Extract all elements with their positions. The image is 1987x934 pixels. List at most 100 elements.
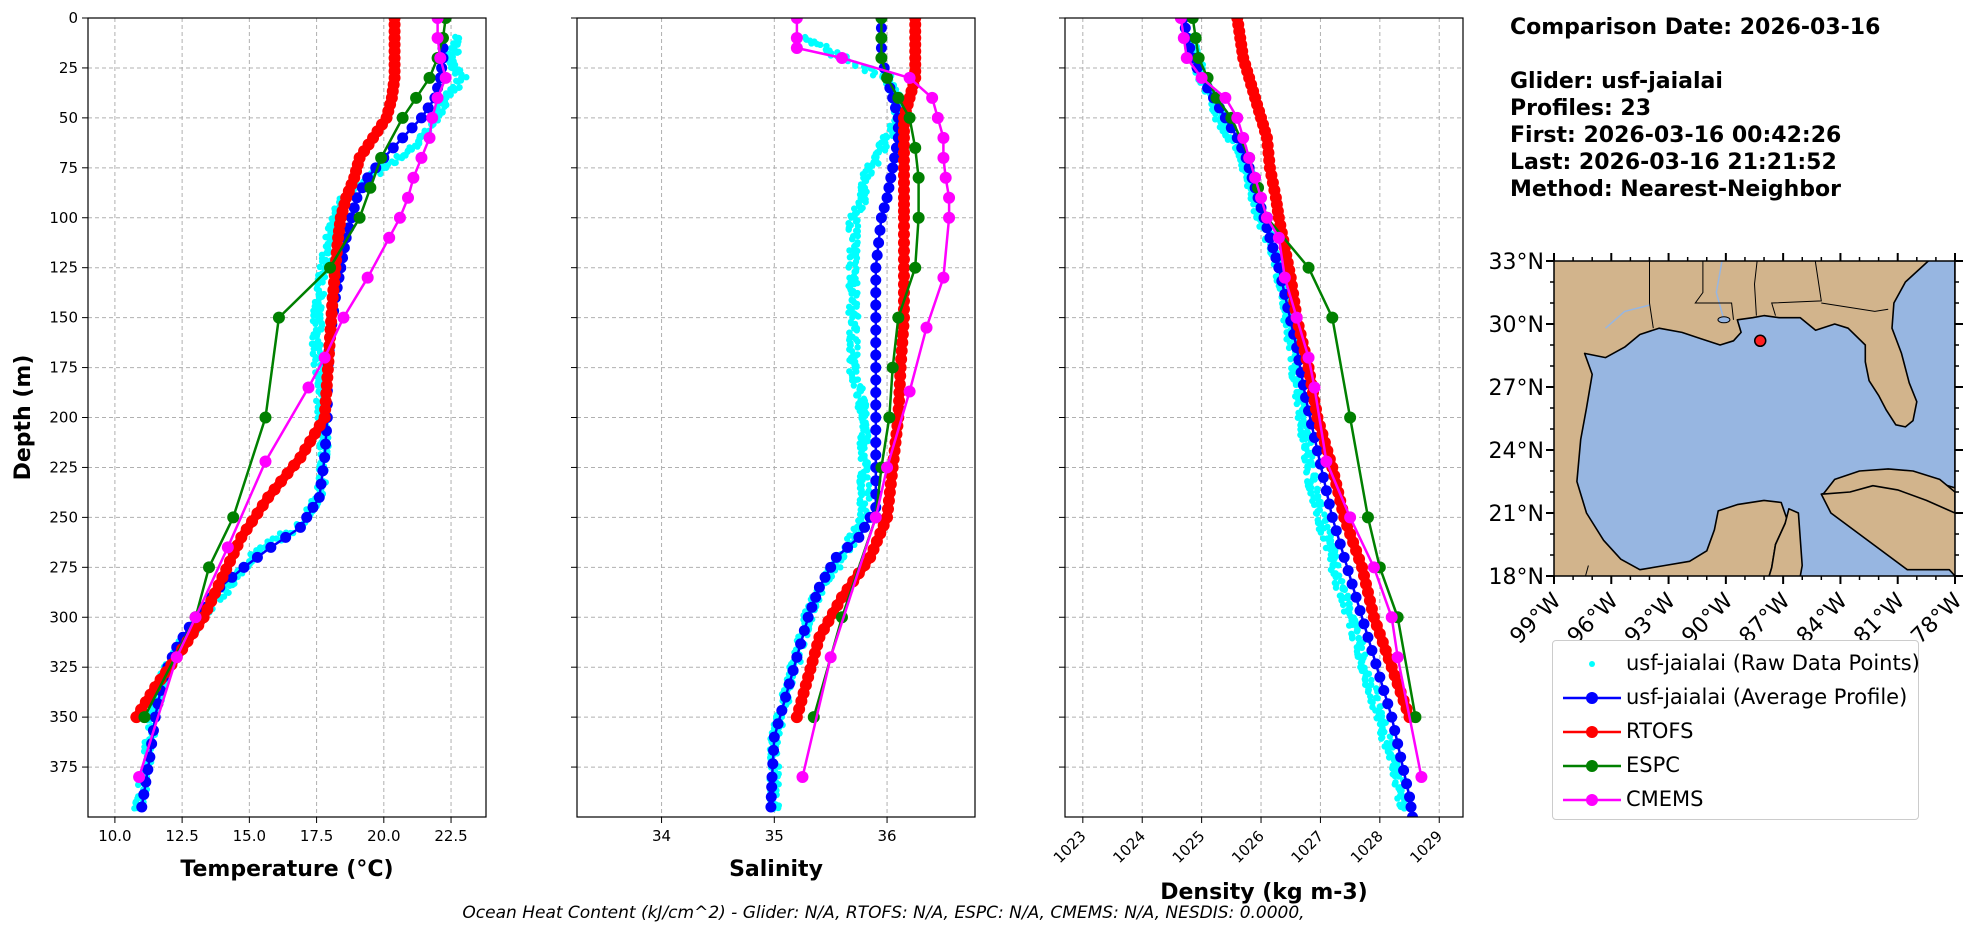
data-point-usf-jaialai-average-profile bbox=[772, 718, 784, 730]
data-point-usf-jaialai-average-profile bbox=[1362, 631, 1374, 643]
data-point-usf-jaialai-raw-data-points bbox=[1385, 754, 1393, 761]
data-point-usf-jaialai-raw-data-points bbox=[392, 159, 399, 166]
data-point-espc bbox=[203, 561, 216, 574]
x-tick-label: 1023 bbox=[1050, 827, 1090, 867]
y-tick-label: 50 bbox=[59, 109, 78, 127]
data-point-usf-jaialai-raw-data-points bbox=[1361, 675, 1369, 683]
data-point-usf-jaialai-average-profile bbox=[422, 102, 434, 114]
data-point-usf-jaialai-raw-data-points bbox=[1372, 707, 1379, 714]
data-point-usf-jaialai-raw-data-points bbox=[850, 382, 858, 389]
data-point-rtofs bbox=[897, 236, 910, 249]
data-point-usf-jaialai-average-profile bbox=[874, 224, 886, 236]
data-point-cmems bbox=[943, 191, 956, 204]
data-point-usf-jaialai-average-profile bbox=[1261, 222, 1273, 234]
data-point-usf-jaialai-raw-data-points bbox=[1339, 585, 1346, 593]
data-point-cmems bbox=[869, 511, 882, 524]
data-point-usf-jaialai-raw-data-points bbox=[852, 62, 859, 70]
data-point-cmems bbox=[402, 191, 415, 204]
data-point-usf-jaialai-raw-data-points bbox=[855, 200, 863, 208]
data-point-usf-jaialai-average-profile bbox=[387, 142, 399, 154]
legend-marker-raw bbox=[1589, 661, 1595, 667]
lat-label: 27°N bbox=[1489, 376, 1544, 401]
series-group bbox=[765, 18, 956, 813]
data-point-espc bbox=[875, 18, 888, 24]
data-point-usf-jaialai-raw-data-points bbox=[1338, 578, 1346, 585]
data-point-cmems bbox=[903, 385, 916, 398]
data-point-cmems bbox=[1249, 171, 1262, 184]
data-point-cmems bbox=[431, 18, 444, 24]
data-point-espc bbox=[1344, 411, 1357, 424]
glider-location-marker bbox=[1753, 334, 1767, 348]
data-point-cmems bbox=[1255, 191, 1268, 204]
axes-frame bbox=[1064, 17, 1464, 818]
comparison-date: Comparison Date: 2026-03-16 bbox=[1510, 15, 1881, 40]
data-point-usf-jaialai-average-profile bbox=[870, 312, 882, 324]
data-point-cmems bbox=[881, 461, 894, 474]
data-point-cmems bbox=[790, 41, 803, 54]
data-point-usf-jaialai-raw-data-points bbox=[1381, 728, 1388, 736]
x-tick-label: 20.0 bbox=[367, 827, 400, 845]
data-point-usf-jaialai-average-profile bbox=[871, 249, 883, 261]
data-point-usf-jaialai-average-profile bbox=[280, 531, 292, 543]
map-body bbox=[1554, 261, 1955, 576]
location-map: 33°N30°N27°N24°N21°N18°N99°W96°W93°W90°W… bbox=[1489, 250, 1968, 649]
legend-item-rtofs: RTOFS bbox=[1553, 717, 1918, 747]
data-point-cmems bbox=[926, 91, 939, 104]
lake-pontchartrain bbox=[1717, 316, 1731, 324]
interpolation-method: Method: Nearest-Neighbor bbox=[1510, 177, 1841, 202]
data-point-rtofs bbox=[275, 475, 288, 488]
legend-marker-rtofs bbox=[1563, 726, 1621, 738]
data-point-usf-jaialai-raw-data-points bbox=[854, 344, 861, 351]
data-point-usf-jaialai-average-profile bbox=[1326, 511, 1338, 523]
data-point-usf-jaialai-average-profile bbox=[238, 561, 250, 573]
data-point-usf-jaialai-raw-data-points bbox=[310, 307, 317, 314]
data-point-usf-jaialai-raw-data-points bbox=[846, 346, 853, 353]
data-point-usf-jaialai-raw-data-points bbox=[404, 147, 412, 154]
data-point-espc bbox=[892, 91, 905, 104]
data-point-usf-jaialai-raw-data-points bbox=[1395, 773, 1402, 780]
data-point-usf-jaialai-raw-data-points bbox=[415, 138, 423, 145]
data-point-cmems bbox=[1243, 151, 1256, 164]
state-border bbox=[1649, 261, 1654, 329]
data-point-usf-jaialai-raw-data-points bbox=[1308, 453, 1316, 460]
x-tick-label: 10.0 bbox=[98, 827, 131, 845]
data-point-usf-jaialai-average-profile bbox=[842, 541, 854, 553]
data-point-usf-jaialai-raw-data-points bbox=[1348, 635, 1356, 642]
data-point-usf-jaialai-average-profile bbox=[806, 601, 818, 613]
data-point-espc bbox=[227, 511, 240, 524]
data-point-rtofs bbox=[294, 451, 307, 464]
data-point-usf-jaialai-average-profile bbox=[870, 449, 882, 461]
data-point-espc bbox=[903, 111, 916, 124]
data-point-usf-jaialai-raw-data-points bbox=[1332, 584, 1340, 591]
data-point-usf-jaialai-average-profile bbox=[1370, 658, 1382, 670]
data-point-cmems bbox=[1385, 611, 1398, 624]
data-point-usf-jaialai-average-profile bbox=[870, 362, 882, 374]
data-point-usf-jaialai-raw-data-points bbox=[873, 157, 880, 165]
data-point-usf-jaialai-raw-data-points bbox=[861, 67, 868, 75]
data-point-usf-jaialai-average-profile bbox=[870, 349, 882, 361]
data-point-usf-jaialai-average-profile bbox=[294, 521, 306, 533]
series-line-cmems bbox=[795, 18, 951, 778]
data-point-usf-jaialai-raw-data-points bbox=[861, 412, 869, 420]
data-point-cmems bbox=[189, 611, 202, 624]
data-point-usf-jaialai-average-profile bbox=[853, 531, 865, 543]
data-point-usf-jaialai-raw-data-points bbox=[1386, 733, 1394, 740]
data-point-usf-jaialai-average-profile bbox=[1378, 684, 1390, 696]
legend-marker-average bbox=[1563, 692, 1621, 704]
state-border bbox=[1706, 575, 1707, 576]
data-point-cmems bbox=[1415, 771, 1428, 784]
data-point-usf-jaialai-raw-data-points bbox=[456, 84, 463, 91]
data-point-usf-jaialai-raw-data-points bbox=[1365, 670, 1373, 678]
data-point-cmems bbox=[903, 71, 916, 84]
data-point-usf-jaialai-raw-data-points bbox=[1321, 511, 1328, 518]
data-point-usf-jaialai-raw-data-points bbox=[851, 526, 859, 533]
lat-label: 21°N bbox=[1489, 502, 1544, 527]
data-point-usf-jaialai-average-profile bbox=[1366, 645, 1378, 657]
data-point-usf-jaialai-raw-data-points bbox=[447, 86, 454, 93]
data-point-usf-jaialai-raw-data-points bbox=[865, 481, 873, 489]
data-point-cmems bbox=[920, 321, 933, 334]
data-point-cmems bbox=[1231, 111, 1244, 124]
data-point-cmems bbox=[790, 18, 803, 24]
x-tick-label: 1024 bbox=[1109, 827, 1149, 867]
data-point-usf-jaialai-average-profile bbox=[265, 541, 277, 553]
